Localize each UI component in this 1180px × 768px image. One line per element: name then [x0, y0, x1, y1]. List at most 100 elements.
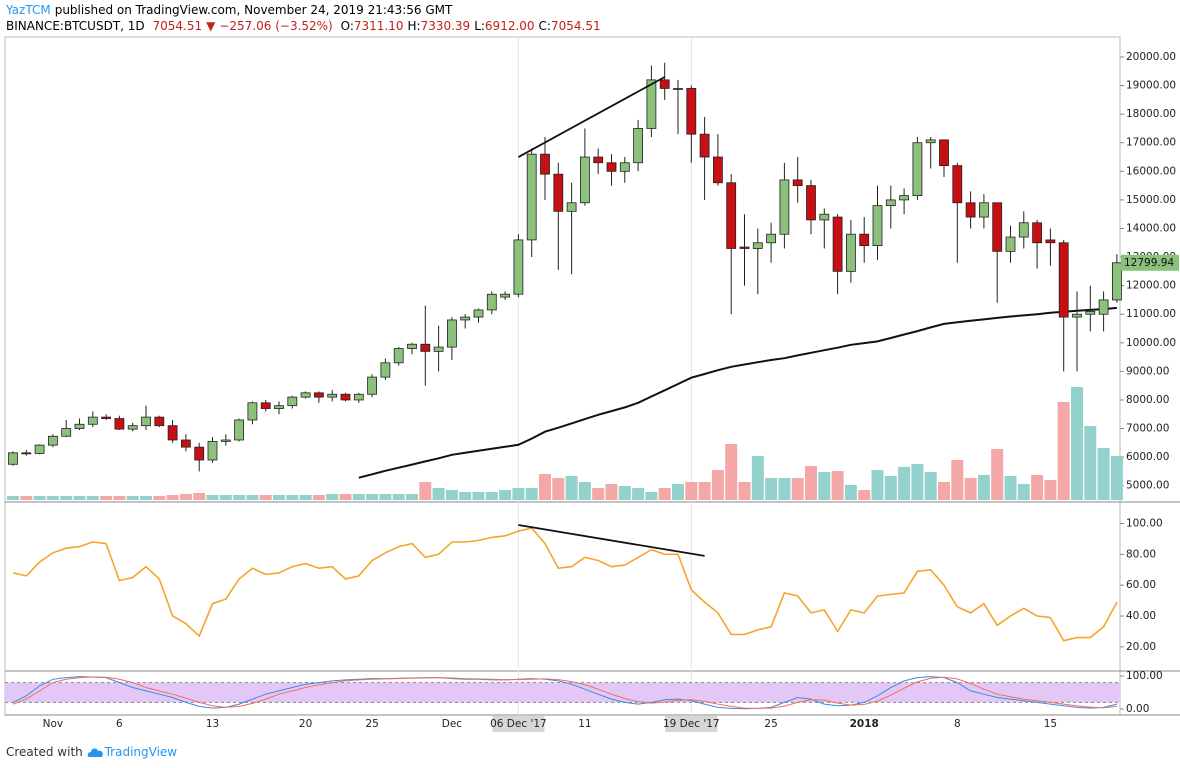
ohlc-label: O: [340, 19, 354, 33]
volume-bar [193, 493, 206, 500]
candle-body [806, 185, 816, 221]
x-tick-label: 11 [578, 718, 591, 730]
candle-body [340, 393, 351, 401]
volume-bar [366, 494, 379, 500]
candle-body [327, 393, 338, 398]
volume-bar [605, 484, 618, 500]
volume-bar [525, 488, 538, 500]
candle-body [659, 79, 670, 89]
candle-body [553, 173, 564, 212]
candle-body [393, 348, 404, 364]
candle-body [739, 246, 750, 249]
candle-body [832, 216, 843, 272]
volume-bar [73, 496, 86, 500]
volume-bar [46, 496, 59, 500]
candle-body [141, 416, 151, 427]
volume-bar [844, 485, 857, 500]
y-tick-label: 10000.00 [1126, 337, 1176, 349]
last-price-label: 12799.94 [1124, 257, 1174, 269]
volume-bar [392, 494, 405, 500]
x-tick-label: Dec [442, 718, 463, 730]
volume-bar [1071, 387, 1083, 500]
candle-body [207, 441, 218, 461]
candle-body [460, 316, 471, 321]
ohlc-value: 7330.39 [420, 19, 471, 33]
volume-bar [472, 492, 485, 500]
volume-bar [233, 495, 246, 500]
volume-bar [592, 488, 605, 500]
volume-bar [831, 471, 844, 500]
candle-body [380, 362, 391, 378]
volume-bar [938, 482, 950, 500]
volume-bar [1004, 476, 1017, 500]
footer: Created with TradingView [6, 744, 177, 759]
volume-bar [166, 495, 179, 500]
candle-body [127, 425, 138, 430]
volume-bar [871, 470, 884, 500]
logo [87, 748, 103, 757]
published: published on TradingView.com, November 2… [54, 3, 453, 17]
volume-bar [312, 495, 325, 500]
volume-bar [1057, 402, 1070, 500]
y-tick-label: 14000.00 [1126, 222, 1176, 234]
y-tick-label: 6000.00 [1126, 451, 1169, 463]
volume-bar [326, 494, 339, 500]
candle-body [433, 346, 444, 352]
ohlc-value: 6912.00 [484, 19, 535, 33]
x-tick-label: 15 [1044, 718, 1057, 730]
volume-bar [352, 494, 365, 500]
symbol: BINANCE:BTCUSDT, 1D [6, 19, 145, 33]
volume-bar [20, 496, 33, 500]
x-tick-label: 25 [365, 718, 378, 730]
stoch-line [12, 676, 1118, 710]
volume-bar [286, 495, 299, 500]
x-tick-label: 2018 [850, 718, 879, 730]
candle-body [899, 195, 909, 201]
volume-bar [951, 460, 964, 500]
volume-bar [791, 478, 804, 500]
volume-bar [685, 482, 698, 500]
candle-body [526, 153, 537, 241]
ohlc-label: C: [538, 19, 551, 33]
candle-body [473, 309, 484, 318]
volume-bar [818, 472, 831, 500]
candle-body [965, 202, 976, 218]
volume-bar [672, 484, 684, 500]
ohlc: O:7311.10 H:7330.39 L:6912.00 C:7054.51 [341, 19, 605, 33]
x-tick-label: 19 Dec '17 [663, 718, 720, 730]
candle-body [21, 452, 32, 455]
header-row-1: YazTCM published on TradingView.com, Nove… [6, 3, 456, 17]
volume-bar [153, 496, 166, 500]
candle-body [513, 239, 524, 295]
candle-body [885, 199, 896, 207]
volume-bar [1097, 448, 1110, 500]
x-tick-label: 20 [299, 718, 312, 730]
stoch-tick-label: 0.00 [1126, 703, 1149, 715]
candle-body [939, 139, 949, 167]
last-price-box [1121, 254, 1179, 271]
candle-body [952, 165, 963, 204]
candle-body [1058, 242, 1069, 318]
candle-body [979, 202, 989, 218]
x-tick-label: 25 [764, 718, 777, 730]
author[interactable]: YazTCM [6, 3, 51, 17]
volume-bar [259, 495, 272, 500]
candle-body [48, 435, 58, 446]
volume-bar [565, 476, 578, 500]
volume-bar [140, 496, 152, 500]
candle-body [872, 205, 883, 247]
x-tick-label: 06 Dec '17 [490, 718, 547, 730]
volume-bar [898, 467, 911, 500]
x-tick-label: 13 [206, 718, 219, 730]
candle-body [726, 182, 737, 249]
candle-body [274, 405, 284, 409]
candle-body [420, 343, 431, 352]
candle-body [1018, 222, 1029, 238]
volume-bar [578, 482, 591, 500]
candle-body [300, 392, 311, 398]
footer-brand[interactable]: TradingView [104, 745, 178, 759]
volume-bar [33, 496, 46, 500]
x-tick-label: 8 [954, 718, 961, 730]
candle-body [74, 423, 85, 429]
y-tick-label: 12000.00 [1126, 280, 1176, 292]
